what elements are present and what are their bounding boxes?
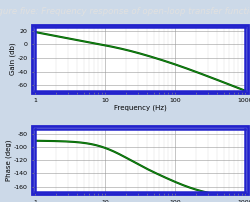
Text: Figure five: Frequency response of open-loop transfer function: Figure five: Frequency response of open-… — [0, 7, 250, 16]
Y-axis label: Phase (deg): Phase (deg) — [6, 140, 12, 181]
Y-axis label: Gain (db): Gain (db) — [9, 43, 16, 75]
X-axis label: Frequency (Hz): Frequency (Hz) — [114, 105, 166, 111]
